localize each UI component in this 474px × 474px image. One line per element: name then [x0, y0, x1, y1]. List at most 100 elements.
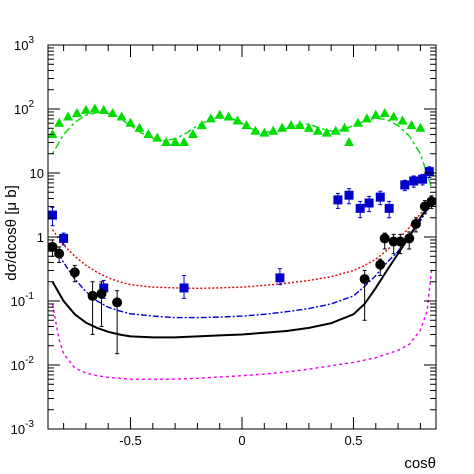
y-tick-label-exponent: 3: [28, 35, 34, 46]
y-tick-label: 1: [37, 230, 44, 245]
triangle-point: [125, 117, 136, 127]
triangle-point: [134, 122, 145, 132]
y-tick-label: 10-3: [11, 419, 35, 437]
model-curve-5: [51, 270, 433, 380]
triangle-point: [415, 122, 426, 132]
x-axis-label: cosθ: [404, 455, 436, 472]
y-tick-label-base: 10: [11, 422, 25, 437]
model-curves: [51, 111, 433, 380]
triangle-point: [294, 120, 305, 130]
square-point: [375, 192, 385, 202]
triangle-point: [143, 128, 154, 138]
triangle-point: [161, 136, 172, 146]
square-point: [384, 203, 394, 213]
triangle-point: [179, 136, 190, 146]
y-tick-label: 10-2: [11, 355, 35, 373]
triangle-point: [312, 125, 323, 135]
square-point: [333, 195, 343, 205]
triangle-point: [170, 136, 181, 146]
y-tick-label-base: 10: [11, 358, 25, 373]
triangle-point: [361, 113, 372, 123]
triangle-point: [397, 115, 408, 125]
y-tick-label: 10-1: [11, 291, 35, 309]
y-tick-label-exponent: -1: [25, 291, 34, 302]
y-tick-label-base: 10: [14, 102, 28, 117]
square-point: [59, 233, 69, 243]
plot-border: [47, 44, 437, 430]
triangle-point: [250, 125, 261, 135]
square-point: [424, 167, 434, 177]
triangle-point: [107, 108, 118, 118]
triangle-point: [98, 104, 109, 114]
triangle-point: [47, 128, 58, 138]
square-point: [179, 283, 189, 293]
circle-point: [69, 267, 80, 278]
square-point: [275, 273, 285, 283]
triangle-point: [152, 132, 163, 142]
model-curve-3: [51, 202, 433, 319]
triangle-point: [89, 103, 100, 113]
y-tick-label-exponent: 2: [28, 99, 34, 110]
square-point: [409, 176, 419, 186]
triangle-point: [223, 111, 234, 121]
triangle-point: [303, 122, 314, 132]
circle-point: [426, 196, 437, 207]
plot-frame: [47, 44, 437, 430]
triangle-point: [241, 120, 252, 130]
y-tick-label-base: 10: [30, 166, 44, 181]
model-curve-1: [51, 111, 433, 188]
model-curve-2: [51, 200, 433, 290]
triangle-point: [321, 127, 332, 137]
triangle-point: [370, 109, 381, 119]
square-point: [418, 174, 428, 184]
triangle-point: [259, 127, 270, 137]
circle-point: [404, 233, 415, 244]
y-tick-label-base: 10: [14, 38, 28, 53]
square-point: [344, 190, 354, 200]
circle-point: [395, 236, 406, 247]
triangle-point: [232, 115, 243, 125]
square-point: [364, 198, 374, 208]
triangle-point: [71, 108, 82, 118]
circle-point: [87, 290, 98, 301]
circle-point: [112, 297, 123, 308]
triangle-point: [63, 111, 74, 121]
circle-point: [54, 248, 65, 259]
y-tick-label: 102: [14, 99, 34, 117]
triangle-point: [344, 136, 355, 146]
square-point: [400, 180, 410, 190]
data-markers: [47, 103, 437, 355]
x-axis-ticks: -0.5 0 0.5: [63, 45, 421, 448]
y-tick-label: 103: [14, 35, 34, 53]
triangle-point: [379, 108, 390, 118]
triangle-point: [352, 117, 363, 127]
x-tick-label: 0: [238, 433, 245, 448]
square-point: [99, 283, 109, 293]
triangle-point: [54, 117, 65, 127]
triangle-point: [205, 113, 216, 123]
triangle-point: [330, 125, 341, 135]
circle-point: [96, 288, 107, 299]
circle-point: [410, 218, 421, 229]
y-tick-label-exponent: -3: [25, 419, 34, 430]
circle-point: [359, 274, 370, 285]
square-point: [355, 203, 365, 213]
x-tick-label: -0.5: [119, 433, 141, 448]
circle-point: [375, 259, 386, 270]
triangle-point: [80, 104, 91, 114]
y-tick-label: 10: [30, 166, 44, 181]
triangle-point: [187, 128, 198, 138]
triangle-point: [116, 111, 127, 121]
triangle-point: [196, 120, 207, 130]
circle-point: [379, 233, 390, 244]
triangle-point: [286, 120, 297, 130]
square-point: [47, 210, 57, 220]
y-tick-label-base: 1: [37, 230, 44, 245]
triangle-point: [388, 111, 399, 121]
triangle-point: [268, 125, 279, 135]
x-tick-label: 0.5: [344, 433, 362, 448]
triangle-point: [339, 122, 350, 132]
y-tick-label-base: 10: [11, 294, 25, 309]
